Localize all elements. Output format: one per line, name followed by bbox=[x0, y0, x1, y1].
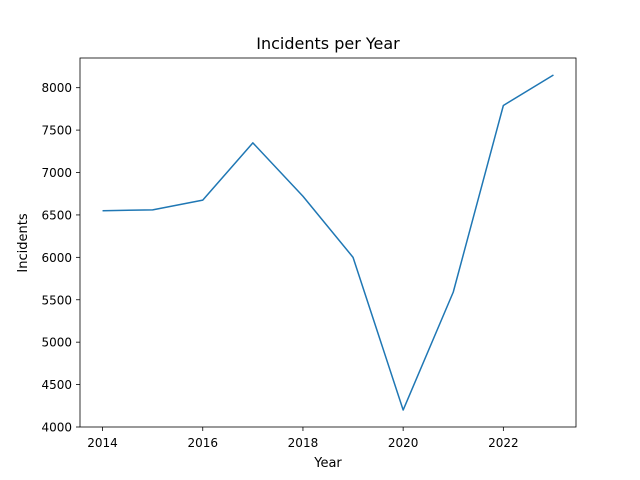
x-tick-label: 2022 bbox=[488, 436, 519, 450]
y-tick-label: 7500 bbox=[41, 124, 72, 138]
x-tick-label: 2020 bbox=[388, 436, 419, 450]
y-tick-label: 7000 bbox=[41, 166, 72, 180]
y-tick-label: 8000 bbox=[41, 81, 72, 95]
series-line-0 bbox=[102, 74, 554, 411]
y-tick-label: 5500 bbox=[41, 293, 72, 307]
plot-area: 2014 2016 2018 2020 2022 4000 4500 5000 5500 6000… bbox=[41, 57, 577, 450]
data-point bbox=[251, 141, 254, 144]
x-tick-label: 2018 bbox=[288, 436, 319, 450]
data-point bbox=[352, 256, 355, 259]
y-tick-label: 6500 bbox=[41, 208, 72, 222]
chart-title: Incidents per Year bbox=[256, 34, 400, 53]
data-point bbox=[552, 73, 555, 76]
y-tick-label: 4500 bbox=[41, 378, 72, 392]
x-axis-label: Year bbox=[313, 456, 342, 471]
data-point bbox=[101, 209, 104, 212]
data-point bbox=[402, 409, 405, 412]
y-tick-label: 4000 bbox=[41, 421, 72, 435]
data-point bbox=[452, 291, 455, 294]
axes-frame bbox=[79, 57, 577, 428]
y-axis-label: Incidents bbox=[16, 213, 31, 272]
data-point bbox=[502, 104, 505, 107]
x-tick-label: 2016 bbox=[187, 436, 218, 450]
y-tick-label: 6000 bbox=[41, 251, 72, 265]
x-tick-label: 2014 bbox=[87, 436, 118, 450]
data-point bbox=[301, 195, 304, 198]
data-point bbox=[201, 199, 204, 202]
y-tick-label: 5000 bbox=[41, 336, 72, 350]
data-point bbox=[151, 208, 154, 211]
